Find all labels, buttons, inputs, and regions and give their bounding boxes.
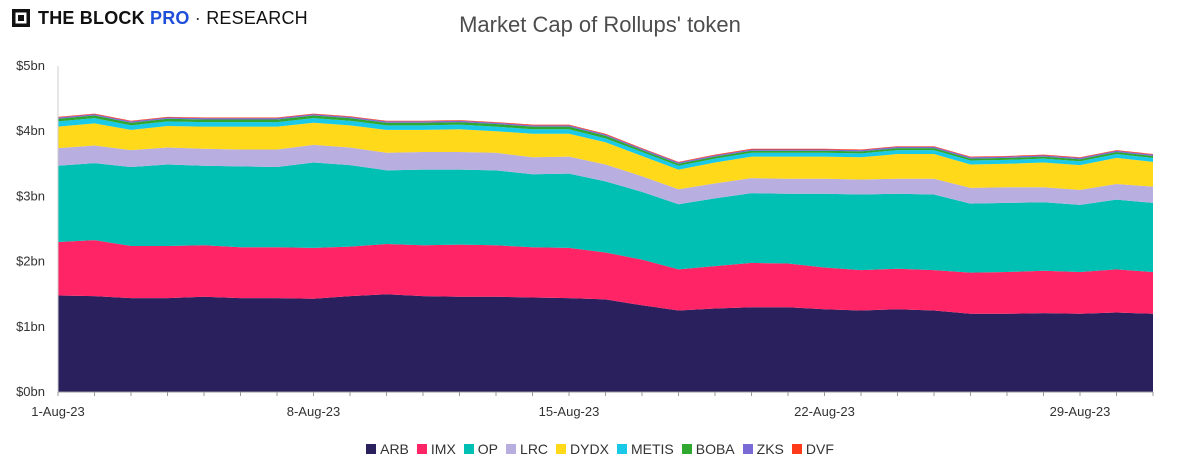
y-tick-label: $1bn	[16, 319, 45, 334]
y-tick-label: $2bn	[16, 254, 45, 269]
x-tick-label: 22-Aug-23	[794, 404, 855, 419]
brand-name: THE BLOCK	[38, 7, 145, 28]
brand-pro: PRO	[150, 7, 190, 28]
legend-label: DVF	[805, 441, 834, 457]
legend-label: BOBA	[695, 441, 735, 457]
chart-title: Market Cap of Rollups' token	[459, 12, 741, 37]
legend-swatch	[616, 444, 627, 454]
legend-item-zks: ZKS	[742, 441, 784, 457]
x-tick-label: 29-Aug-23	[1050, 404, 1111, 419]
area-series-arb	[58, 294, 1153, 392]
legend-item-boba: BOBA	[681, 441, 735, 457]
legend-label: ZKS	[756, 441, 784, 457]
area-series-imx	[58, 240, 1153, 314]
legend-item-lrc: LRC	[506, 441, 548, 457]
the-block-cube-logo-icon	[12, 9, 30, 27]
area-series-dydx	[58, 122, 1153, 190]
legend-label: ARB	[380, 441, 409, 457]
x-tick-label: 1-Aug-23	[31, 404, 84, 419]
legend-label: OP	[477, 441, 499, 457]
area-series-lrc	[58, 144, 1153, 205]
legend-swatch	[556, 444, 567, 454]
chart-legend: ARB IMX OP LRC DYDX METIS BOBA ZKS DVF	[0, 441, 1200, 457]
legend-item-op: OP	[463, 441, 499, 457]
brand-research: RESEARCH	[206, 7, 308, 28]
x-tick-label: 15-Aug-23	[539, 404, 600, 419]
legend-label: IMX	[430, 441, 456, 457]
y-tick-label: $5bn	[16, 58, 45, 73]
brand-separator: ·	[189, 7, 207, 28]
y-tick-label: $3bn	[16, 188, 45, 203]
x-axis: 1-Aug-23 8-Aug-23 15-Aug-23 22-Aug-23 29-Aug…	[31, 391, 1154, 419]
legend-swatch	[742, 444, 753, 454]
area-series-boba	[58, 115, 1153, 166]
legend-label: DYDX	[570, 441, 609, 457]
y-tick-label: $4bn	[16, 123, 45, 138]
area-series-op	[58, 162, 1153, 273]
y-axis: $0bn $1bn $2bn $3bn $4bn $5bn	[16, 58, 59, 399]
legend-swatch	[791, 444, 802, 454]
legend-swatch	[463, 444, 474, 454]
area-series-metis	[58, 118, 1153, 170]
legend-swatch	[681, 444, 692, 454]
y-tick-label: $0bn	[16, 384, 45, 399]
legend-swatch	[416, 444, 427, 454]
legend-swatch	[366, 444, 377, 454]
area-layer	[58, 113, 1153, 392]
legend-item-metis: METIS	[616, 441, 674, 457]
legend-item-dydx: DYDX	[556, 441, 609, 457]
legend-label: METIS	[630, 441, 674, 457]
legend-swatch	[506, 444, 517, 454]
brand-wordmark: THE BLOCK PRO · RESEARCH	[38, 8, 308, 29]
x-tick-label: 8-Aug-23	[287, 404, 340, 419]
brand-header: THE BLOCK PRO · RESEARCH	[10, 6, 308, 30]
legend-item-imx: IMX	[416, 441, 456, 457]
legend-item-dvf: DVF	[791, 441, 834, 457]
legend-item-arb: ARB	[366, 441, 409, 457]
legend-label: LRC	[520, 441, 549, 457]
